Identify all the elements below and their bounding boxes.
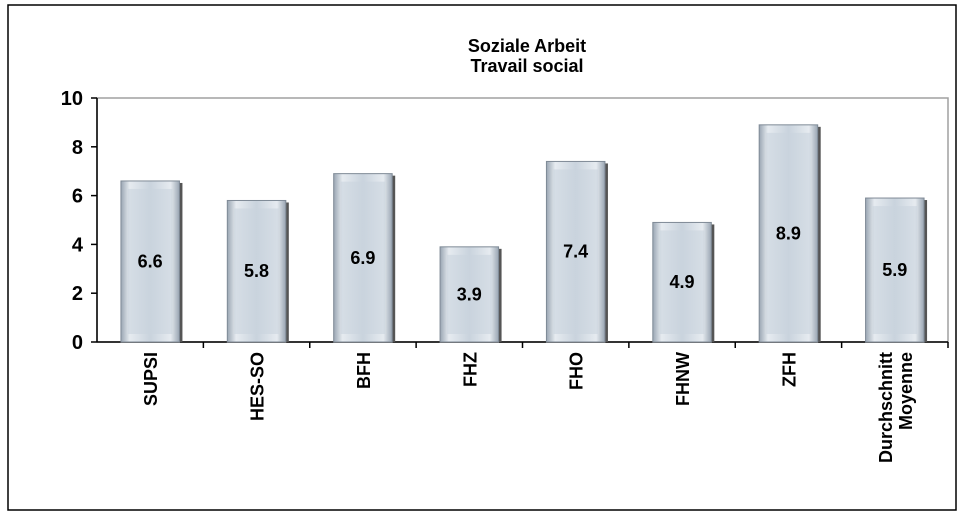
- value-label: 8.9: [776, 223, 801, 243]
- x-tick-label: FHO: [567, 352, 587, 390]
- y-tick-label: 6: [72, 186, 83, 208]
- chart-title: Soziale Arbeit Travail social: [468, 36, 586, 76]
- y-tick-label: 0: [72, 332, 83, 354]
- x-tick-label: ZFH: [779, 352, 799, 387]
- value-label: 5.9: [882, 260, 907, 280]
- bar-bevel: [447, 254, 492, 334]
- bar-bevel: [234, 208, 279, 334]
- x-tick-label: FHNW: [673, 352, 693, 406]
- value-label: 4.9: [670, 272, 695, 292]
- bar-bevel: [553, 169, 598, 334]
- value-label: 5.8: [244, 261, 269, 281]
- y-tick-label: 10: [61, 88, 83, 110]
- bar-bevel: [659, 230, 705, 334]
- value-label: 7.4: [563, 242, 588, 262]
- x-tick-label: HES-SO: [248, 352, 268, 421]
- y-tick-label: 8: [72, 137, 83, 159]
- y-tick-label: 4: [72, 234, 84, 256]
- bar-bevel: [340, 181, 386, 334]
- x-tick-label: SUPSI: [141, 352, 161, 406]
- x-tick-label: FHZ: [460, 352, 480, 387]
- bar-bevel: [766, 132, 811, 334]
- x-tick-label: DurchschnittMoyenne: [876, 352, 916, 463]
- value-label: 6.9: [350, 248, 375, 268]
- y-tick-label: 2: [72, 283, 83, 305]
- value-label: 6.6: [138, 251, 163, 271]
- bar-bevel: [127, 188, 173, 334]
- bar-bevel: [872, 206, 918, 334]
- value-label: 3.9: [457, 284, 482, 304]
- x-tick-label: BFH: [354, 352, 374, 389]
